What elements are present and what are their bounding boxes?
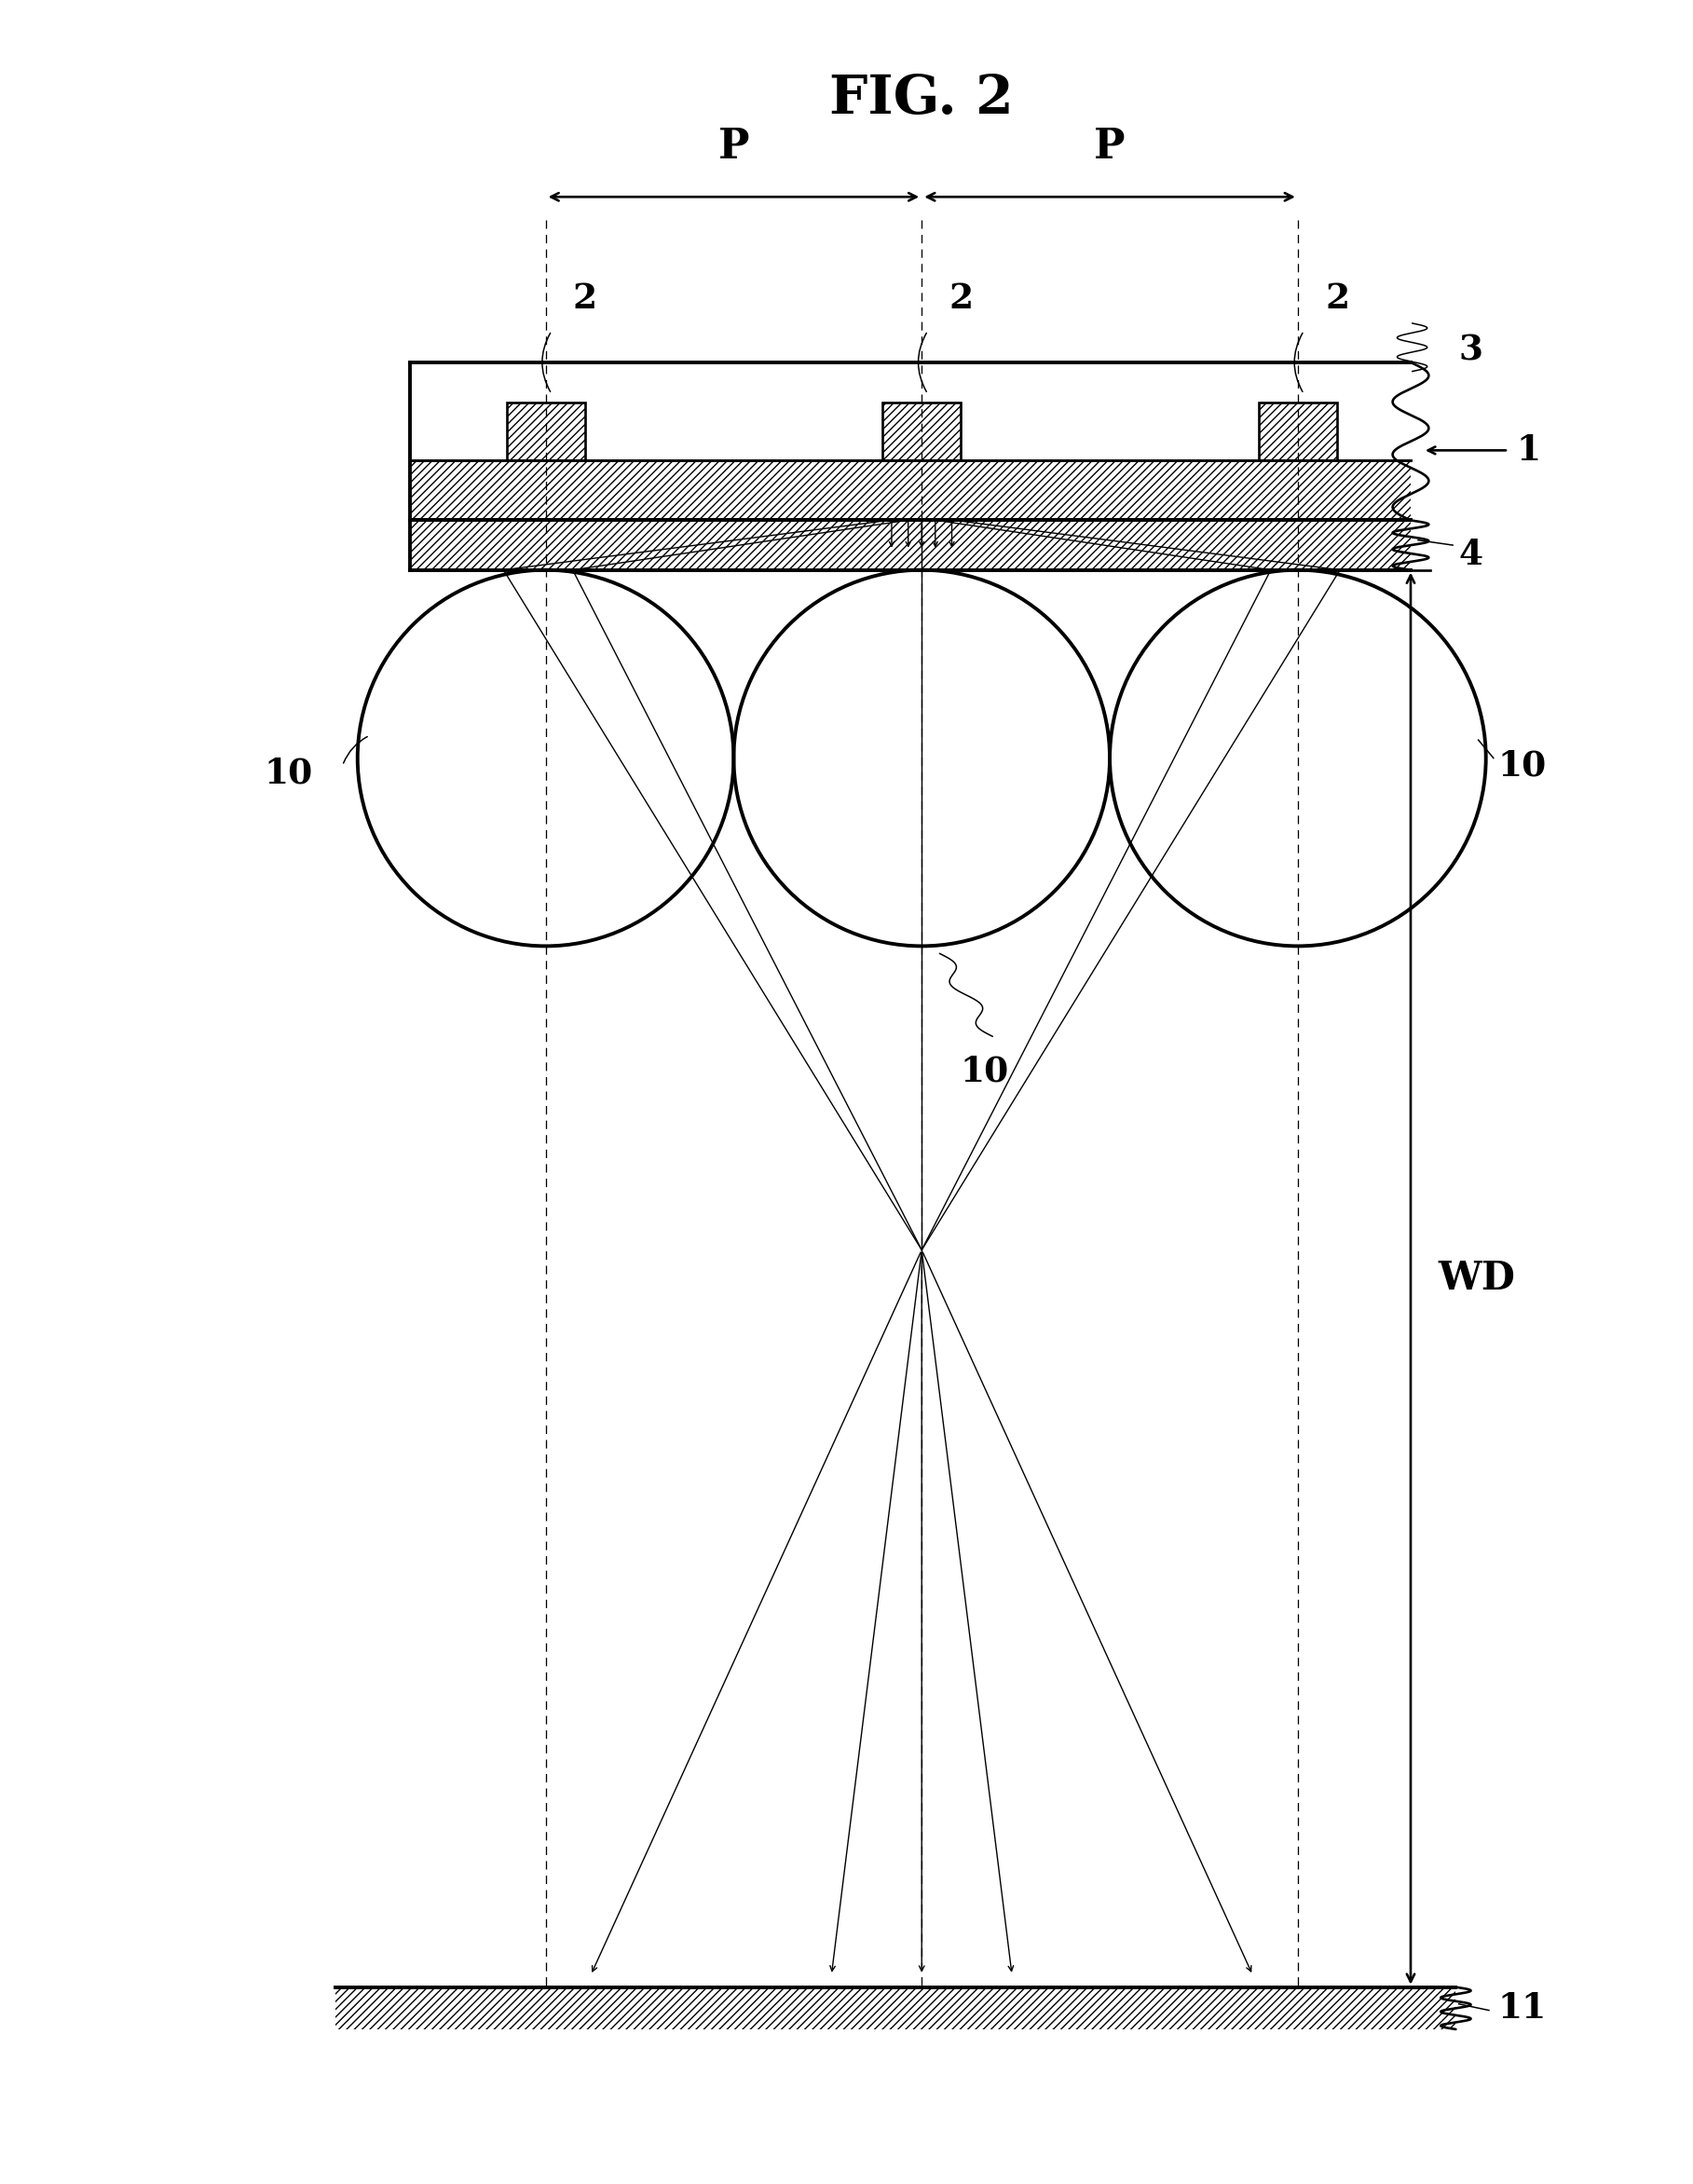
Text: 10: 10 [264,756,313,791]
Bar [506,404,584,461]
Bar [335,1987,1456,2029]
Text: 2: 2 [1326,282,1349,317]
Bar [1258,404,1337,461]
Bar [410,461,1410,520]
Text: 3: 3 [1459,334,1483,367]
Text: 10: 10 [1498,749,1547,782]
Text: WD: WD [1437,1258,1515,1297]
Text: 11: 11 [1498,1992,1547,2025]
Bar [410,520,1410,570]
Text: P: P [718,127,750,166]
Text: P: P [1094,127,1126,166]
Text: 10: 10 [960,1055,1009,1090]
Text: 4: 4 [1459,537,1483,572]
Bar [882,404,962,461]
Text: 1: 1 [1515,432,1541,467]
Text: FIG. 2: FIG. 2 [830,72,1014,124]
Text: 2: 2 [572,282,598,317]
Text: 2: 2 [948,282,973,317]
